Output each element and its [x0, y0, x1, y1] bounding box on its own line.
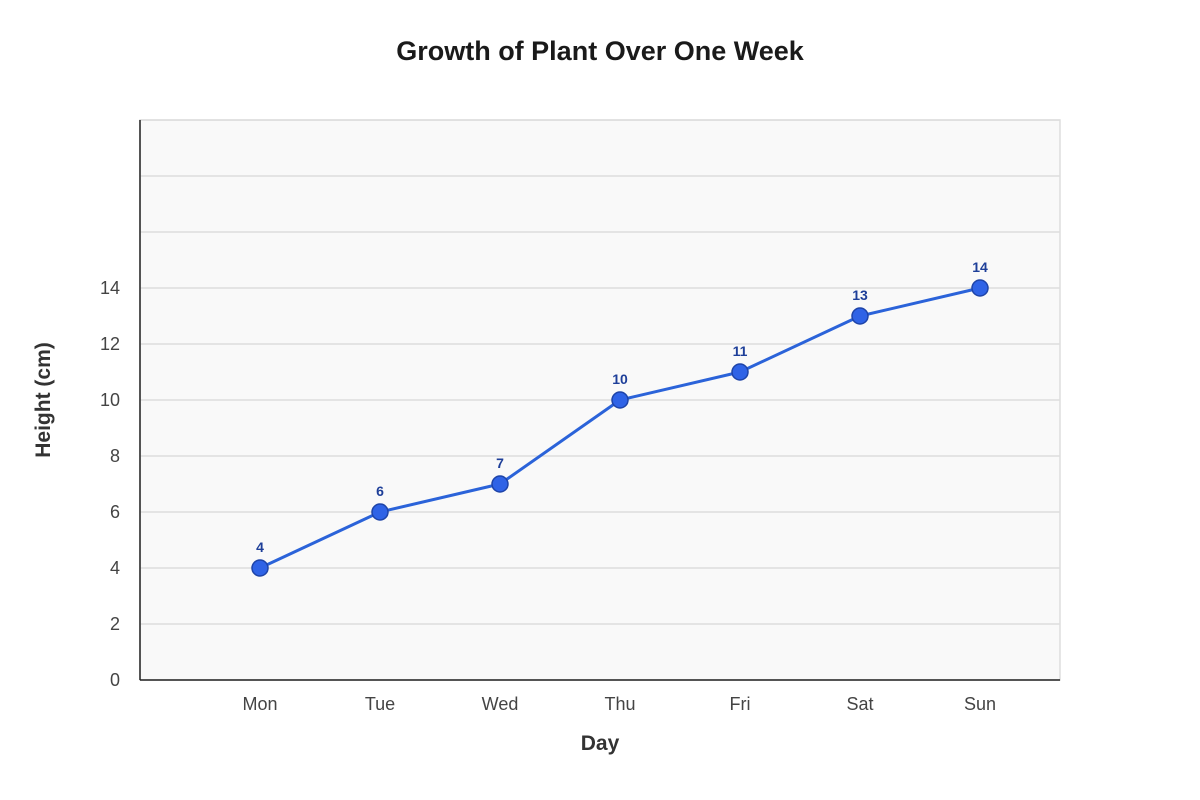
- y-tick-label-0: 0: [110, 670, 120, 690]
- data-label-wed: 7: [496, 455, 504, 471]
- data-label-tue: 6: [376, 483, 384, 499]
- x-tick-label-wed: Wed: [482, 694, 519, 714]
- y-axis-title: Height (cm): [32, 342, 55, 458]
- y-tick-label-2: 2: [110, 614, 120, 634]
- x-tick-label-fri: Fri: [730, 694, 751, 714]
- y-tick-label-14: 14: [100, 278, 120, 298]
- y-tick-label-10: 10: [100, 390, 120, 410]
- data-point-sat: [851, 307, 869, 325]
- grid-lines: [140, 119, 1060, 625]
- data-label-sun: 14: [972, 259, 988, 275]
- data-point-mon: [251, 559, 269, 577]
- y-tick-labels: 0 2 4 6 8 10 12 14: [100, 278, 120, 690]
- x-tick-label-tue: Tue: [365, 694, 395, 714]
- y-tick-label-6: 6: [110, 502, 120, 522]
- data-point-wed: [491, 475, 509, 493]
- y-tick-label-8: 8: [110, 446, 120, 466]
- x-tick-label-sat: Sat: [846, 694, 873, 714]
- axes: [139, 120, 1060, 681]
- data-label-sat: 13: [852, 287, 868, 303]
- data-label-thu: 10: [612, 371, 628, 387]
- data-label-fri: 11: [733, 343, 748, 359]
- series-layer: 4 6 7 10 11 13 14: [251, 259, 989, 577]
- x-tick-label-thu: Thu: [604, 694, 635, 714]
- x-tick-label-sun: Sun: [964, 694, 996, 714]
- y-tick-label-4: 4: [110, 558, 120, 578]
- x-tick-labels: Mon Tue Wed Thu Fri Sat Sun: [242, 694, 996, 714]
- y-tick-label-12: 12: [100, 334, 120, 354]
- x-tick-label-mon: Mon: [242, 694, 277, 714]
- x-axis-title: Day: [581, 732, 620, 755]
- chart-title: Growth of Plant Over One Week: [396, 36, 805, 66]
- data-label-mon: 4: [256, 539, 264, 555]
- data-point-sun: [971, 279, 989, 297]
- data-point-thu: [611, 391, 629, 409]
- data-point-tue: [371, 503, 389, 521]
- data-point-fri: [731, 363, 749, 381]
